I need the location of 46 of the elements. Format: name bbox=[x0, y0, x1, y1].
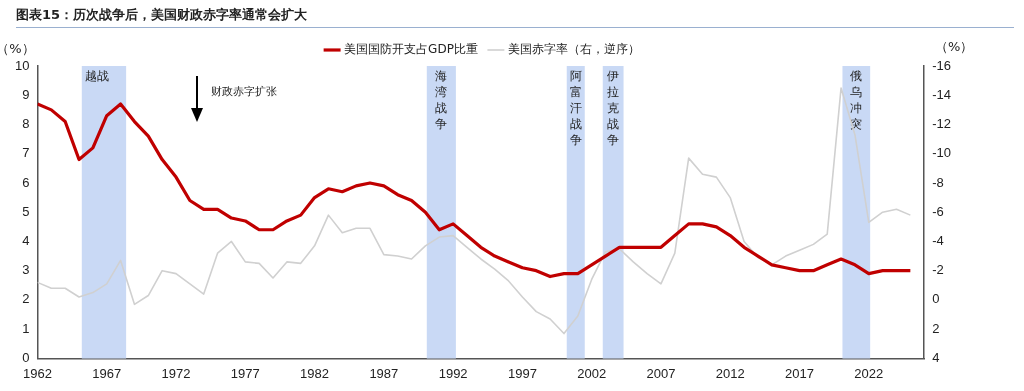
band-label: 伊拉克战争 bbox=[607, 69, 620, 148]
x-tick-label: 1987 bbox=[369, 365, 399, 381]
x-tick-label: 2012 bbox=[715, 365, 745, 381]
y-axis-title: （%） bbox=[0, 40, 35, 56]
y2-axis-title: （%） bbox=[935, 38, 974, 54]
y2-tick-label: -2 bbox=[932, 262, 944, 278]
band-label: 俄乌冲突 bbox=[850, 69, 863, 132]
x-tick-label: 2022 bbox=[854, 365, 884, 381]
y-tick-label: 10 bbox=[14, 57, 30, 73]
x-tick-label: 1997 bbox=[507, 365, 537, 381]
y-tick-label: 3 bbox=[22, 262, 30, 278]
y2-tick-label: -6 bbox=[932, 203, 944, 219]
y-tick-label: 4 bbox=[22, 233, 30, 249]
y-tick-label: 2 bbox=[22, 291, 30, 307]
y2-tick-label: -4 bbox=[932, 233, 944, 249]
y-tick-label: 1 bbox=[22, 320, 30, 336]
y-tick-label: 7 bbox=[22, 145, 30, 161]
x-tick-label: 1977 bbox=[230, 365, 260, 381]
annotation: 财政赤字扩张 bbox=[211, 84, 278, 99]
y2-tick-label: -10 bbox=[932, 145, 952, 161]
y2-tick-label: -8 bbox=[932, 174, 944, 190]
y-tick-label: 5 bbox=[22, 203, 30, 219]
y2-tick-label: -12 bbox=[932, 116, 952, 132]
y2-tick-label: 0 bbox=[932, 291, 940, 307]
x-tick-label: 1972 bbox=[161, 365, 191, 381]
y-tick-label: 8 bbox=[22, 116, 30, 132]
legend-label: 美国国防开支占GDP比重 bbox=[344, 42, 478, 57]
y-tick-label: 9 bbox=[22, 86, 30, 102]
y-tick-label: 0 bbox=[22, 349, 30, 365]
y2-tick-label: -14 bbox=[932, 86, 952, 102]
y2-tick-label: 2 bbox=[932, 320, 940, 336]
x-tick-label: 1982 bbox=[300, 365, 330, 381]
x-tick-label: 1992 bbox=[438, 365, 468, 381]
band-label: 阿富汗战争 bbox=[569, 69, 582, 148]
x-tick-label: 2017 bbox=[785, 365, 814, 381]
band-label: 越战 bbox=[84, 69, 109, 84]
legend-label: 美国赤字率（右，逆序） bbox=[507, 42, 640, 57]
band-label: 海湾战争 bbox=[435, 69, 448, 132]
y2-tick-label: -16 bbox=[932, 57, 952, 73]
x-tick-label: 1967 bbox=[92, 365, 122, 381]
x-tick-label: 2002 bbox=[577, 365, 607, 381]
y-tick-label: 6 bbox=[22, 174, 30, 190]
x-tick-label: 2007 bbox=[646, 365, 676, 381]
chart-title: 图表15：历次战争后，美国财政赤字率通常会扩大 bbox=[16, 6, 308, 24]
x-tick-label: 1962 bbox=[23, 365, 52, 381]
y2-tick-label: 4 bbox=[932, 349, 940, 365]
